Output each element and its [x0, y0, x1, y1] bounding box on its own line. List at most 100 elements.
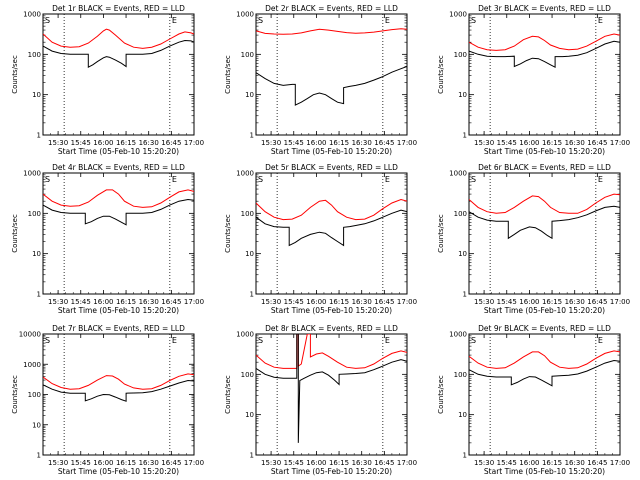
x-tick-label: 15:30 [48, 139, 68, 147]
x-tick-label: 16:30 [565, 459, 585, 467]
x-axis-label: Start Time (05-Feb-10 15:20:20) [484, 306, 605, 315]
x-tick-label: 15:45 [284, 298, 304, 306]
start-marker: S [45, 175, 50, 184]
x-tick-label: 16:45 [374, 139, 394, 147]
y-axis-label: Counts/sec [11, 55, 19, 94]
panel-title: Det 4r BLACK = Events, RED = LLD [52, 163, 185, 172]
y-axis-label: Counts/sec [224, 375, 232, 414]
x-axis-label: Start Time (05-Feb-10 15:20:20) [58, 147, 179, 156]
y-tick-label: 1 [250, 132, 254, 140]
y-tick-label: 100 [28, 391, 41, 399]
series-line-events [43, 198, 194, 226]
detector-panel-9: Det 9r BLACK = Events, RED = LLD 1 10 100 10… [437, 324, 630, 476]
y-tick-label: 100 [454, 210, 467, 218]
y-tick-label: 1 [250, 452, 254, 460]
x-tick-label: 15:45 [284, 139, 304, 147]
end-marker: E [598, 16, 603, 25]
x-tick-label: 16:00 [519, 459, 539, 467]
x-tick-label: 16:00 [93, 459, 113, 467]
x-tick-label: 16:30 [139, 459, 159, 467]
series-line-lld [43, 189, 194, 208]
panel-title: Det 2r BLACK = Events, RED = LLD [265, 4, 398, 13]
x-tick-label: 16:30 [139, 298, 159, 306]
y-tick-label: 100 [28, 51, 41, 59]
x-tick-label: 16:00 [306, 459, 326, 467]
x-tick-label: 16:15 [542, 298, 562, 306]
y-tick-label: 10 [245, 411, 254, 419]
x-tick-label: 16:30 [352, 298, 372, 306]
y-tick-label: 1000 [23, 11, 41, 19]
y-tick-label: 10 [245, 91, 254, 99]
panel-title: Det 9r BLACK = Events, RED = LLD [478, 324, 611, 333]
start-marker: S [45, 336, 50, 345]
x-axis-label: Start Time (05-Feb-10 15:20:20) [58, 306, 179, 315]
series-line-events [469, 40, 620, 69]
x-tick-label: 16:15 [116, 298, 136, 306]
x-tick-label: 17:00 [610, 139, 630, 147]
y-tick-label: 1000 [23, 170, 41, 178]
y-tick-label: 1000 [236, 11, 254, 19]
series-line-lld [469, 193, 620, 214]
x-tick-label: 17:00 [184, 298, 204, 306]
x-tick-label: 16:45 [374, 298, 394, 306]
y-tick-label: 10 [32, 91, 41, 99]
x-tick-label: 17:00 [184, 459, 204, 467]
x-tick-label: 16:00 [519, 298, 539, 306]
y-tick-label: 10 [32, 250, 41, 258]
start-marker: S [471, 336, 476, 345]
y-tick-label: 100 [454, 51, 467, 59]
x-tick-label: 16:15 [329, 298, 349, 306]
y-tick-label: 1 [463, 132, 467, 140]
x-tick-label: 16:30 [352, 139, 372, 147]
x-tick-label: 15:30 [474, 139, 494, 147]
y-tick-label: 1000 [449, 331, 467, 339]
x-tick-label: 16:45 [161, 459, 181, 467]
y-axis-label: Counts/sec [224, 55, 232, 94]
x-tick-label: 16:45 [587, 298, 607, 306]
series-line-lld [43, 28, 194, 49]
y-tick-label: 10 [32, 421, 41, 429]
end-marker: E [385, 16, 390, 25]
end-marker: E [172, 16, 177, 25]
y-tick-label: 1000 [23, 361, 41, 369]
series-line-lld [43, 373, 194, 390]
plot-frame [42, 333, 195, 456]
series-line-events [43, 39, 194, 69]
x-tick-label: 15:45 [497, 459, 517, 467]
x-axis-label: Start Time (05-Feb-10 15:20:20) [271, 467, 392, 476]
y-tick-label: 10 [245, 250, 254, 258]
x-tick-label: 15:45 [71, 298, 91, 306]
end-marker: E [172, 175, 177, 184]
detector-panel-3: Det 3r BLACK = Events, RED = LLD 1 10 100 10… [437, 4, 630, 156]
x-tick-label: 16:00 [306, 298, 326, 306]
x-tick-label: 15:30 [261, 459, 281, 467]
series-line-events [43, 379, 194, 402]
plot-frame [255, 172, 408, 295]
plot-frame [42, 13, 195, 136]
x-tick-label: 16:45 [374, 459, 394, 467]
y-tick-label: 10 [458, 250, 467, 258]
panel-title: Det 8r BLACK = Events, RED = LLD [265, 324, 398, 333]
x-tick-label: 15:45 [497, 139, 517, 147]
series-line-events [256, 66, 407, 106]
end-marker: E [172, 336, 177, 345]
x-tick-label: 16:00 [93, 298, 113, 306]
y-axis-label: Counts/sec [437, 375, 445, 414]
plot-frame [42, 172, 195, 295]
end-marker: E [385, 175, 390, 184]
end-marker: E [385, 336, 390, 345]
x-tick-label: 16:15 [329, 459, 349, 467]
y-tick-label: 10 [458, 411, 467, 419]
y-tick-label: 1000 [449, 170, 467, 178]
x-tick-label: 17:00 [397, 298, 417, 306]
y-axis-label: Counts/sec [437, 55, 445, 94]
x-tick-label: 16:30 [565, 298, 585, 306]
x-tick-label: 16:00 [93, 139, 113, 147]
x-tick-label: 16:30 [139, 139, 159, 147]
panel-title: Det 6r BLACK = Events, RED = LLD [478, 163, 611, 172]
detector-panel-6: Det 6r BLACK = Events, RED = LLD 1 10 100 10… [437, 163, 630, 315]
y-tick-label: 10000 [19, 331, 41, 339]
y-axis-label: Counts/sec [11, 375, 19, 414]
plot-frame [468, 13, 621, 136]
